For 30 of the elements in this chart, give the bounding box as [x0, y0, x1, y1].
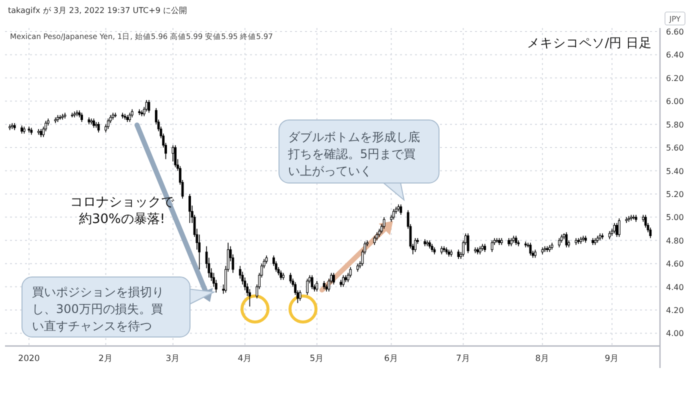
- y-tick-label: 5.40: [666, 166, 684, 176]
- y-tick-label: 5.00: [666, 213, 684, 222]
- x-tick-label: 2020: [18, 354, 40, 364]
- annotation: コロナショックで約30%の暴落!: [70, 195, 175, 227]
- x-tick-label: 9月: [604, 354, 620, 364]
- y-tick-label: 5.60: [666, 144, 684, 153]
- text: takagifx が 3月 23, 2022 19:37 UTC+9 に公開: [8, 6, 187, 15]
- x-tick-label: 7月: [456, 354, 470, 364]
- y-tick-label: 4.80: [666, 236, 684, 246]
- annotation: ダブルボトムを形成し底打ちを確認。5円まで買い上がっていく: [287, 130, 420, 178]
- x-tick-label: 3月: [166, 354, 180, 364]
- y-tick-label: 6.40: [666, 50, 684, 60]
- x-tick-label: 8月: [535, 354, 550, 364]
- y-tick-label: 6.20: [666, 74, 684, 83]
- y-tick-label: 4.40: [666, 282, 684, 292]
- y-tick-label: 6.00: [666, 97, 684, 106]
- text: メキシコペソ/円 日足: [526, 35, 652, 50]
- y-tick-label: 5.20: [666, 190, 684, 199]
- y-tick-label: 6.60: [666, 27, 684, 36]
- x-tick-label: 6月: [384, 354, 398, 364]
- x-tick-label: 4月: [238, 354, 252, 364]
- y-tick-label: 4.20: [666, 306, 684, 316]
- y-tick-label: 4.60: [666, 260, 684, 269]
- picture-callout-bottom: ダブルボトムを形成し底打ちを確認。5円まで買い上がっていく: [278, 120, 440, 202]
- x-tick-label: 5月: [310, 354, 324, 364]
- y-tick-label: 4.00: [666, 329, 684, 338]
- y-tick-label: 5.80: [666, 120, 684, 130]
- picture-callout-loss: 買いポジションを損切りし、300万円の損失。買い直すチャンスを待つ: [22, 276, 216, 338]
- x-tick-label: 2月: [98, 354, 113, 364]
- annotation: 買いポジションを損切りし、300万円の損失。買い直すチャンスを待つ: [32, 285, 164, 333]
